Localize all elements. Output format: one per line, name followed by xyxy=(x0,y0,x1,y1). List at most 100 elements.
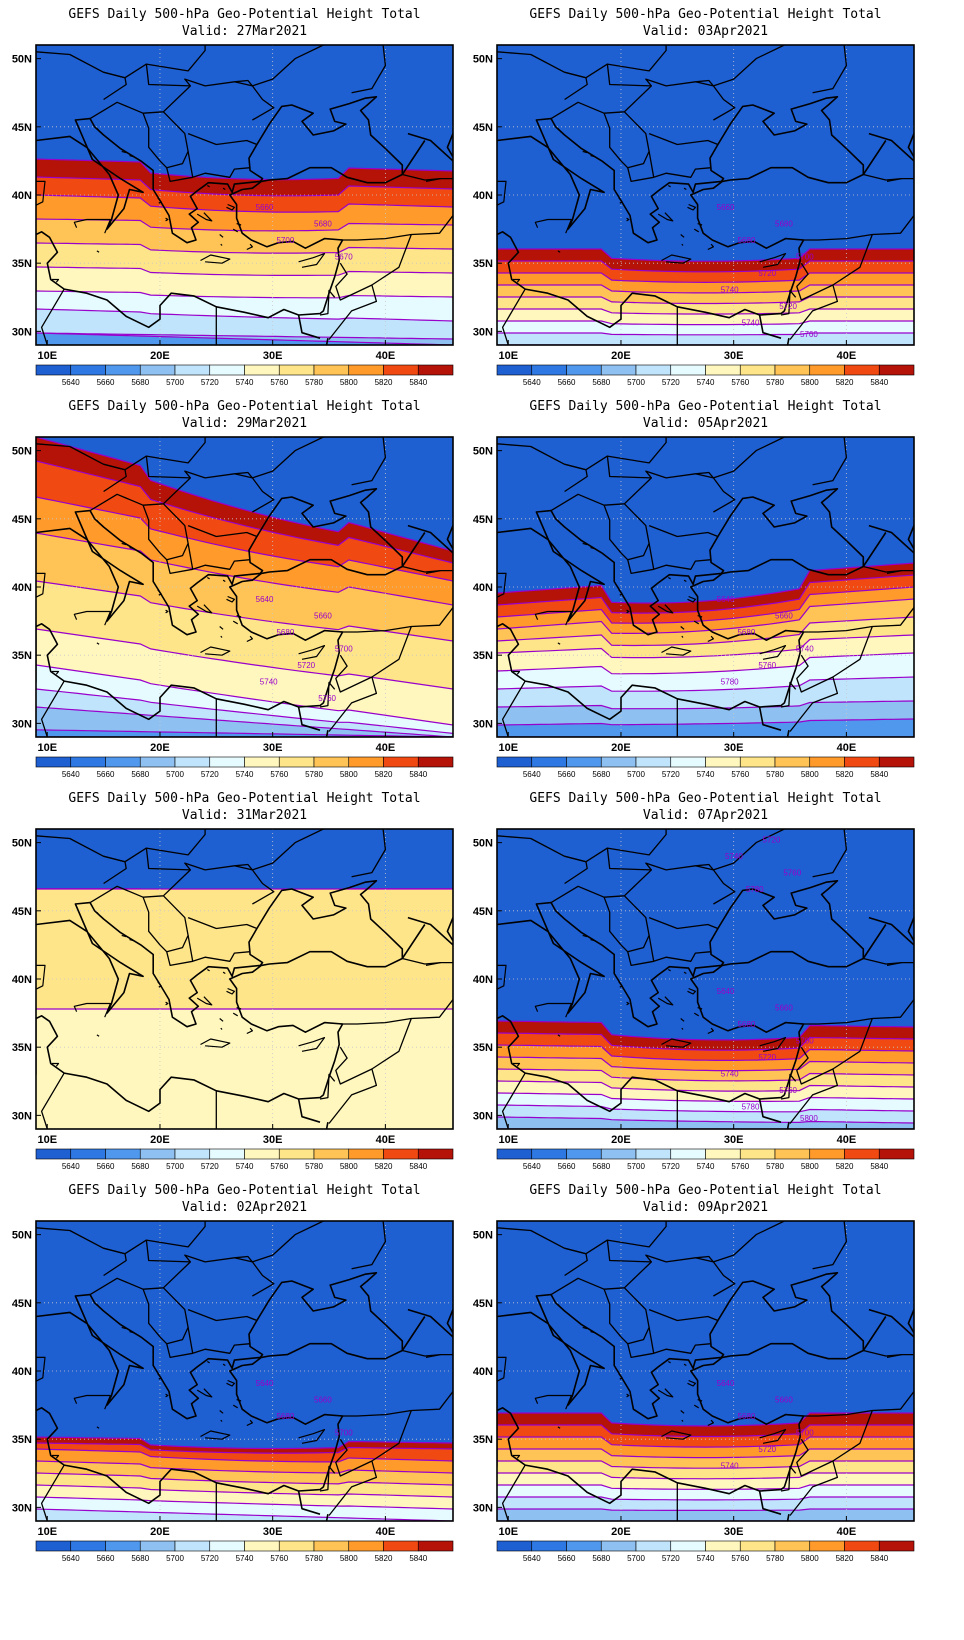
coastline xyxy=(758,706,782,731)
lat-tick-label: 50N xyxy=(12,838,32,850)
contour-line xyxy=(36,729,453,737)
contour-label: 5760 xyxy=(783,869,801,878)
lat-tick-label: 50N xyxy=(473,446,493,458)
country-border xyxy=(319,289,336,316)
colorbar-swatch xyxy=(600,1540,637,1552)
country-border xyxy=(402,1349,441,1357)
colorbar-swatch xyxy=(600,756,637,768)
island-outline xyxy=(96,1303,101,1309)
country-border xyxy=(501,680,526,737)
country-border xyxy=(340,999,453,1025)
island-outline xyxy=(96,642,100,645)
coastline xyxy=(36,1271,404,1505)
country-border xyxy=(103,855,127,885)
colorbar-swatch xyxy=(35,1540,72,1552)
island-outline xyxy=(121,150,127,154)
colorbar-swatch xyxy=(635,1148,672,1160)
contour-line xyxy=(497,634,914,659)
country-border xyxy=(252,1221,324,1263)
coastlines xyxy=(497,829,914,1129)
country-border xyxy=(402,957,441,965)
lon-tick-label: 40E xyxy=(376,1134,396,1146)
island-outline xyxy=(207,184,210,188)
island-outline xyxy=(707,243,714,251)
panel-title: GEFS Daily 500-hPa Geo-Potential Height … xyxy=(529,399,881,414)
island-outline xyxy=(512,1454,521,1459)
colorbar-label: 5760 xyxy=(731,378,749,387)
country-border xyxy=(328,676,378,732)
island-outline xyxy=(298,1429,326,1444)
contour-label: 5740 xyxy=(721,1070,739,1079)
country-border xyxy=(351,45,387,94)
country-border xyxy=(564,463,588,493)
colorbar-swatch xyxy=(670,1148,706,1160)
colorbar-label: 5660 xyxy=(97,770,115,779)
country-border xyxy=(695,79,714,87)
lat-tick-label: 45N xyxy=(12,1298,32,1310)
contour-label: 5700 xyxy=(276,236,294,245)
colorbar-label: 5760 xyxy=(270,1554,288,1563)
colorbar-label: 5680 xyxy=(592,378,610,387)
contour-label: 5700 xyxy=(796,253,814,262)
colorbar-swatch xyxy=(705,364,741,376)
island-outline xyxy=(219,234,224,238)
country-border xyxy=(146,437,206,464)
coastline xyxy=(862,1316,887,1351)
colorbar-swatch xyxy=(496,1540,533,1552)
height-band xyxy=(497,333,914,345)
lon-tick-label: 40E xyxy=(837,350,857,362)
map-area: 50N 45N 40N 35N 30N 10E 20E 30E 40E xyxy=(12,828,454,1146)
country-border xyxy=(648,151,712,178)
island-outline xyxy=(96,519,101,525)
colorbar-label: 5840 xyxy=(870,1554,888,1563)
island-outline xyxy=(681,243,684,246)
country-border xyxy=(648,935,712,962)
island-outline xyxy=(73,610,112,626)
coastline xyxy=(325,338,329,345)
contour-label: 5760 xyxy=(318,694,336,703)
height-field: 5640 5660 5680 5740 5760 5780 xyxy=(497,437,914,737)
island-outline xyxy=(618,589,623,596)
lat-tick-label: 40N xyxy=(473,974,493,986)
lat-tick-label: 40N xyxy=(12,974,32,986)
colorbar-label: 5700 xyxy=(627,378,645,387)
lon-tick-label: 40E xyxy=(376,1526,396,1538)
island-outline xyxy=(661,1038,692,1048)
country-border xyxy=(695,1255,714,1263)
colorbar-swatch xyxy=(313,364,350,376)
country-border xyxy=(142,1287,189,1345)
colorbar-swatch xyxy=(496,364,533,376)
island-outline xyxy=(96,911,101,917)
panel-title: GEFS Daily 500-hPa Geo-Potential Height … xyxy=(68,7,420,22)
island-outline xyxy=(697,1399,703,1402)
colorbar-swatch xyxy=(600,1148,637,1160)
colorbar-label: 5740 xyxy=(697,770,715,779)
island-outline xyxy=(165,1001,169,1006)
colorbar-label: 5840 xyxy=(870,1162,888,1171)
coastline xyxy=(407,524,453,554)
coastline xyxy=(868,916,914,946)
colorbar-label: 5700 xyxy=(166,770,184,779)
coastline xyxy=(401,1316,426,1351)
contour-label: 5800 xyxy=(800,1114,818,1123)
coastlines xyxy=(36,1221,453,1521)
lon-tick-label: 40E xyxy=(837,742,857,754)
island-outline xyxy=(687,987,696,995)
island-outline xyxy=(626,1393,630,1398)
country-border xyxy=(234,471,253,479)
country-border xyxy=(564,71,588,101)
colorbar-label: 5800 xyxy=(340,378,358,387)
colorbar-label: 5840 xyxy=(409,770,427,779)
colorbar-label: 5680 xyxy=(592,770,610,779)
colorbar-swatch xyxy=(209,1148,245,1160)
island-outline xyxy=(697,1007,703,1010)
contour-line xyxy=(36,332,453,345)
country-border xyxy=(351,1221,387,1270)
contour-label: 5720 xyxy=(779,302,797,311)
lat-tick-label: 35N xyxy=(473,1042,493,1054)
island-outline xyxy=(626,217,630,222)
colorbar-swatch xyxy=(705,1540,741,1552)
colorbar-label: 5740 xyxy=(697,1162,715,1171)
island-outline xyxy=(219,1018,224,1022)
contour-label: 5640 xyxy=(717,595,735,604)
